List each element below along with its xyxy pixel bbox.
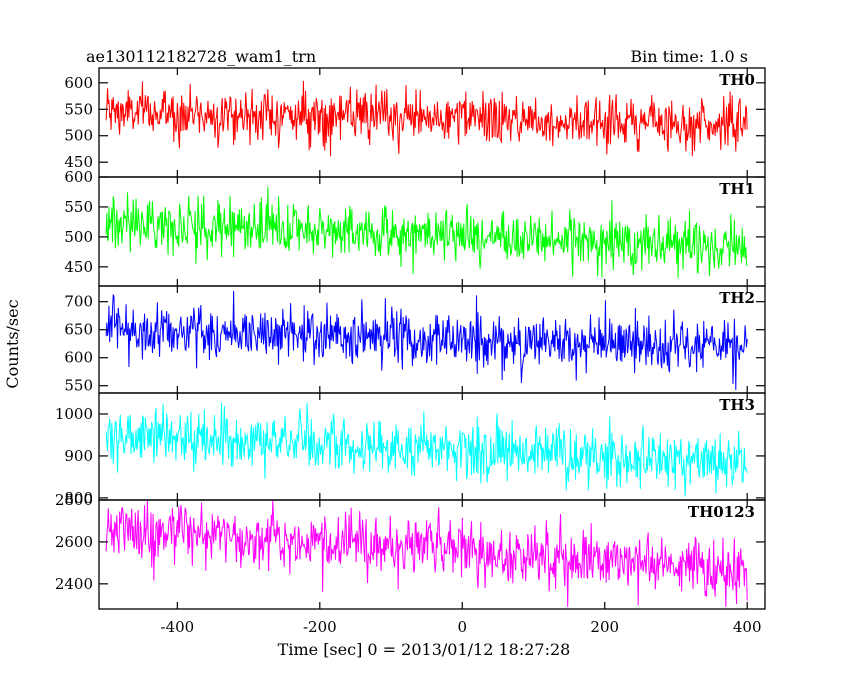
y-axis-title: Counts/sec	[3, 299, 22, 388]
y-tick-label: 700	[64, 293, 93, 311]
y-tick-label: 500	[64, 127, 93, 145]
y-tick-label: 2800	[55, 491, 93, 509]
panel-th0: 450 500 550 600 TH0	[64, 67, 766, 178]
series-line-th1	[105, 186, 748, 278]
y-tick-label: 600	[64, 74, 93, 92]
panel-label-th1: TH1	[719, 180, 755, 198]
y-tick-label: 550	[64, 100, 93, 118]
bin-time-label: Bin time: 1.0 s	[630, 47, 748, 66]
panel-th1: 450 500 550 600 TH1	[64, 168, 766, 287]
x-tick-label: -400	[161, 618, 195, 636]
chart-title: ae130112182728_wam1_trn	[86, 47, 316, 66]
series-line-th2	[105, 290, 748, 390]
panel-th0123: 2400 2600 2800 TH0123	[55, 491, 766, 610]
y-tick-label: 500	[64, 228, 93, 246]
series-line-th3	[105, 402, 748, 497]
series-line-th0123	[105, 500, 748, 607]
y-tick-label: 600	[64, 168, 93, 186]
panel-frame	[98, 176, 766, 287]
panel-label-th3: TH3	[719, 396, 755, 414]
panel-label-th0123: TH0123	[688, 503, 755, 521]
panel-frame	[98, 499, 766, 610]
x-axis-title: Time [sec] 0 = 2013/01/12 18:27:28	[278, 640, 571, 659]
y-tick-label: 900	[64, 447, 93, 465]
x-tick-label: 200	[590, 618, 619, 636]
x-tick-label: -200	[303, 618, 337, 636]
series-line-th0	[105, 80, 748, 157]
panel-frame	[98, 392, 766, 501]
panel-th2: 550 600 650 700 TH2	[64, 285, 766, 395]
panel-th3: 800 900 1000 TH3	[55, 392, 766, 507]
y-tick-label: 450	[64, 258, 93, 276]
y-tick-label: 2600	[55, 533, 93, 551]
y-tick-label: 550	[64, 198, 93, 216]
panels-group: 450 500 550 600 TH0 450 500 550 600 TH1 550 600 650 7…	[55, 67, 766, 610]
y-tick-label: 650	[64, 321, 93, 339]
panel-label-th0: TH0	[719, 71, 755, 89]
x-tick-label: 400	[733, 618, 762, 636]
y-tick-label: 550	[64, 377, 93, 395]
x-axis: -400 -200 0 200 400	[161, 618, 762, 636]
y-tick-label: 450	[64, 153, 93, 171]
y-tick-label: 600	[64, 349, 93, 367]
y-tick-label: 800	[64, 489, 93, 507]
y-tick-label: 2400	[55, 575, 93, 593]
panel-label-th2: TH2	[719, 289, 755, 307]
x-tick-label: 0	[457, 618, 467, 636]
y-tick-label: 1000	[55, 405, 93, 423]
